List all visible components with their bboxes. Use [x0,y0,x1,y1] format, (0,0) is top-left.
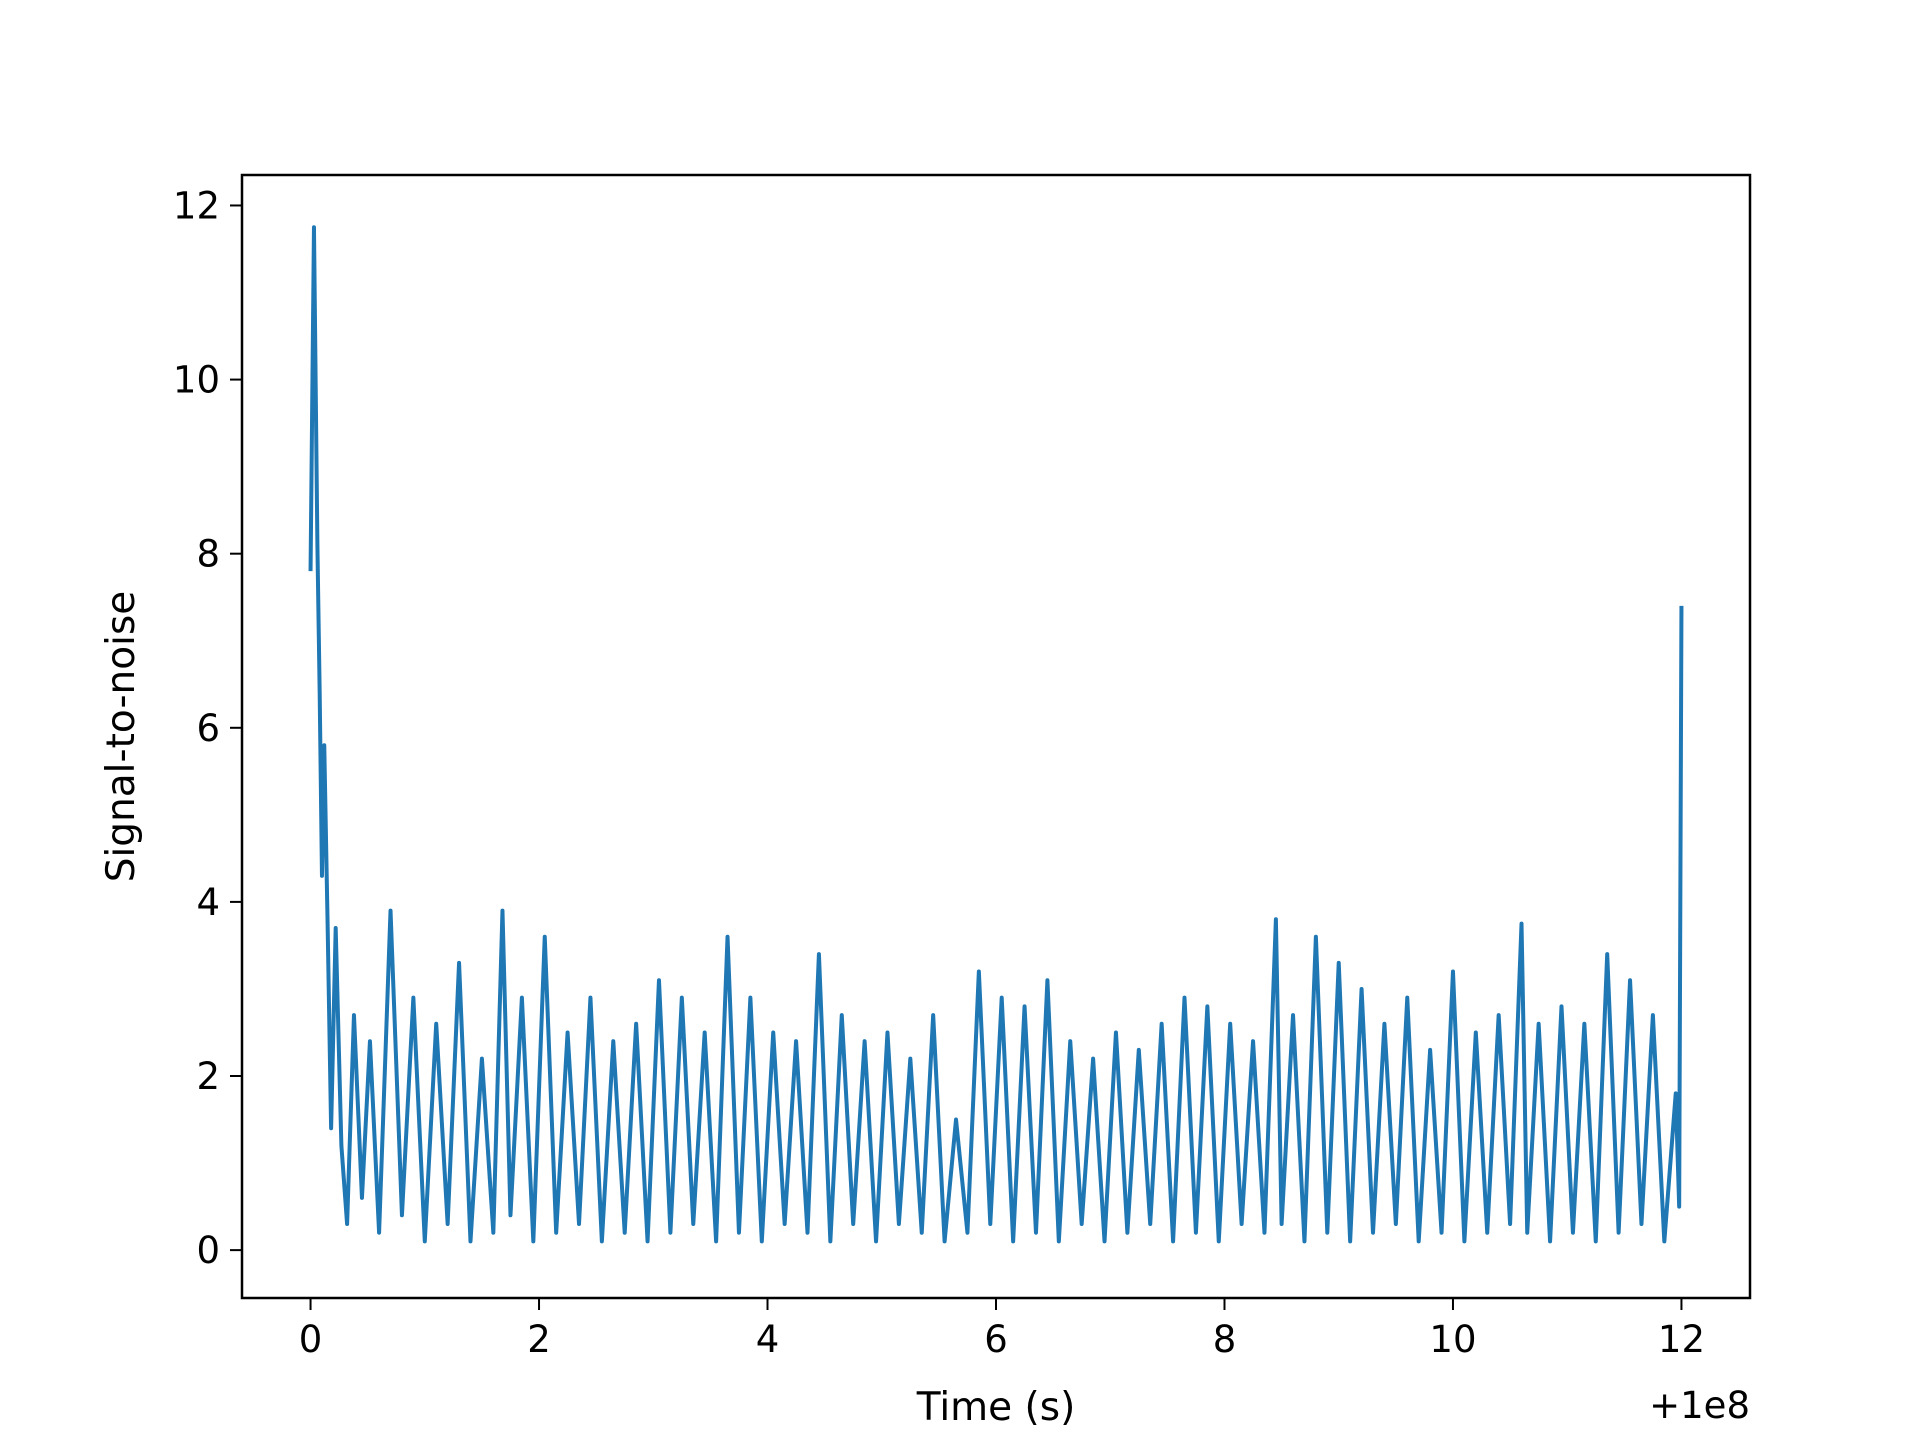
axis-ticks: 0 2 4 6 8 10 12 0 2 4 6 8 10 12 [173,184,1705,1361]
x-tick-label: 8 [1213,1318,1237,1361]
x-tick-label: 2 [527,1318,551,1361]
x-tick-label: 0 [299,1318,323,1361]
y-tick-label: 12 [173,184,220,227]
y-tick-label: 2 [196,1055,220,1098]
y-tick-label: 0 [196,1229,220,1272]
x-axis-label: Time (s) [916,1385,1076,1430]
y-tick-label: 10 [173,359,220,402]
plot-area [308,225,1684,1244]
x-tick-label: 4 [756,1318,780,1361]
x-tick-label: 6 [984,1318,1008,1361]
y-tick-label: 4 [196,881,220,924]
y-tick-label: 6 [196,707,220,750]
x-tick-label: 10 [1429,1318,1476,1361]
x-tick-label: 12 [1658,1318,1705,1361]
y-tick-label: 8 [196,533,220,576]
series-line-0 [308,225,1684,1244]
x-offset-label: +1e8 [1649,1384,1750,1427]
y-axis-label: Signal-to-noise [99,591,144,883]
